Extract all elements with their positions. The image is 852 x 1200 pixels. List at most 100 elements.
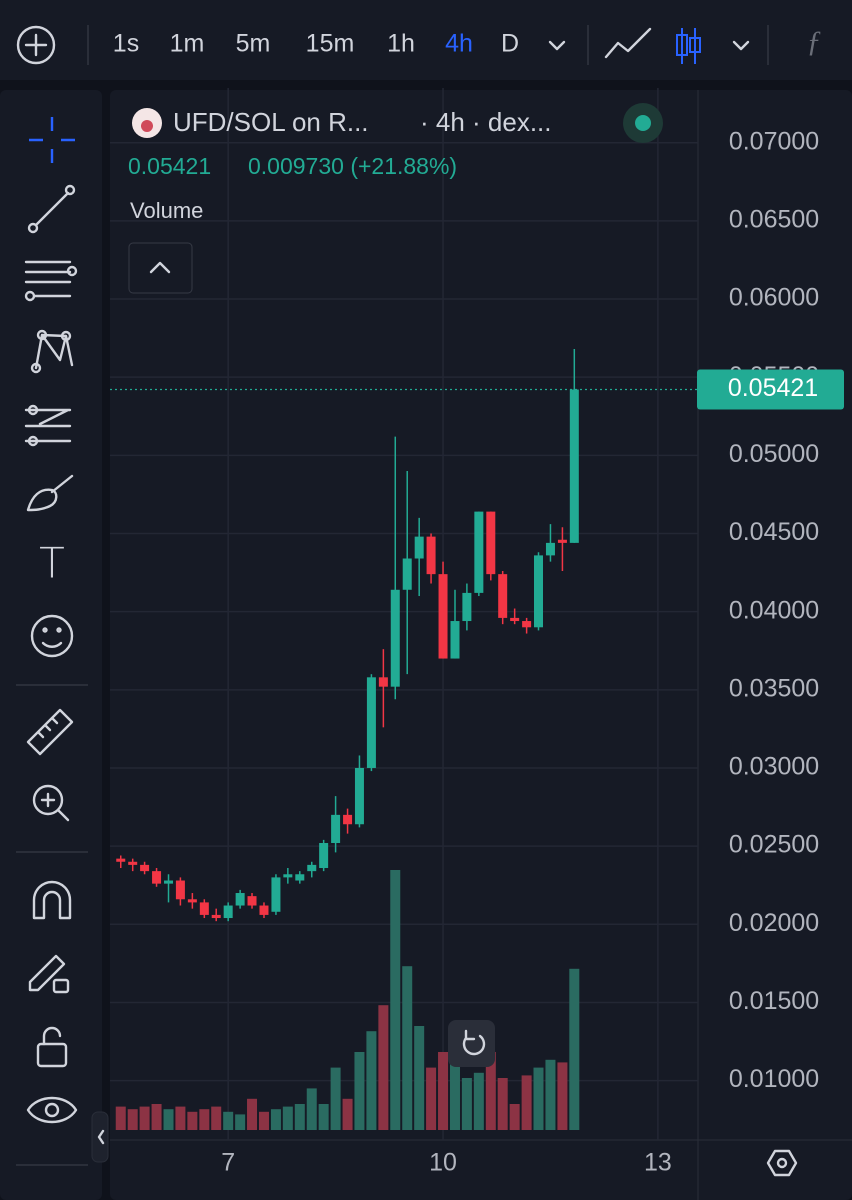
volume-bar bbox=[557, 1062, 568, 1130]
y-tick-label: 0.01000 bbox=[729, 1065, 819, 1093]
fib-tool[interactable] bbox=[24, 260, 78, 302]
status-dot bbox=[635, 115, 651, 131]
volume-bar bbox=[223, 1111, 234, 1130]
interval-button[interactable]: 1h bbox=[387, 30, 415, 58]
candle-body bbox=[271, 877, 281, 912]
emoji-tool[interactable] bbox=[30, 614, 74, 658]
volume-bar bbox=[438, 1052, 449, 1130]
y-tick-label: 0.06500 bbox=[729, 205, 819, 233]
interval-dropdown[interactable] bbox=[548, 40, 566, 51]
forecast-tool[interactable] bbox=[24, 404, 72, 447]
last-price-label: 0.05421 bbox=[728, 374, 818, 402]
volume-bar bbox=[330, 1067, 341, 1130]
y-tick-label: 0.01500 bbox=[729, 987, 819, 1015]
volume-legend: Volume bbox=[130, 198, 203, 223]
candle-body bbox=[354, 767, 364, 825]
volume-bar bbox=[461, 1078, 472, 1130]
collapse-arrow bbox=[97, 1129, 105, 1145]
y-tick-label: 0.04500 bbox=[729, 518, 819, 546]
candle-body bbox=[199, 902, 209, 915]
line-style-button[interactable] bbox=[604, 27, 652, 59]
candle-body bbox=[283, 874, 293, 878]
indicators-button[interactable]: ƒ bbox=[807, 25, 822, 58]
candle-body bbox=[450, 621, 460, 659]
interval-button[interactable]: 1s bbox=[113, 30, 139, 58]
text-tool[interactable]: T bbox=[39, 539, 65, 588]
candle-body bbox=[498, 574, 508, 618]
volume-bar bbox=[473, 1072, 484, 1130]
last-price-tag bbox=[697, 369, 844, 410]
interval-button[interactable]: 15m bbox=[306, 30, 355, 58]
reset-button[interactable] bbox=[448, 1020, 495, 1067]
zoom-tool[interactable] bbox=[32, 784, 70, 822]
trend-line-tool[interactable] bbox=[27, 184, 76, 234]
volume-bar bbox=[270, 1109, 281, 1130]
legend-price: 0.05421 bbox=[128, 153, 211, 179]
pattern-tool[interactable] bbox=[30, 329, 74, 374]
candle-body bbox=[402, 558, 412, 590]
interval-button[interactable]: 1m bbox=[170, 30, 205, 58]
visibility-tool[interactable] bbox=[26, 1096, 78, 1124]
interval-button[interactable]: 4h bbox=[445, 30, 473, 58]
volume-bar bbox=[318, 1104, 329, 1130]
volume-bars bbox=[115, 870, 580, 1130]
legend-collapse[interactable] bbox=[128, 242, 193, 294]
lock-drawing-tool[interactable] bbox=[28, 954, 70, 994]
candle-body bbox=[175, 880, 185, 900]
add-button[interactable] bbox=[16, 25, 56, 65]
volume-bar bbox=[485, 1052, 496, 1130]
y-tick-label: 0.07000 bbox=[729, 127, 819, 155]
volume-bar bbox=[306, 1088, 317, 1130]
interval-source: · 4h · dex... bbox=[420, 107, 552, 137]
symbol: UFD/SOL on R... bbox=[173, 107, 369, 137]
volume-bar bbox=[378, 1005, 389, 1130]
volume-bar bbox=[294, 1104, 305, 1130]
lock-tool[interactable] bbox=[36, 1026, 68, 1068]
brush-tool[interactable] bbox=[26, 474, 74, 512]
settings-button[interactable] bbox=[766, 1149, 798, 1177]
volume-bar bbox=[175, 1106, 186, 1130]
top-bar bbox=[0, 0, 852, 80]
candle-body bbox=[426, 536, 436, 575]
volume-bar bbox=[139, 1106, 150, 1130]
magnet-tool[interactable] bbox=[32, 880, 72, 920]
volume-bar bbox=[449, 1044, 460, 1130]
chart-panel bbox=[110, 90, 852, 1200]
candle-style-button[interactable] bbox=[676, 28, 701, 64]
candle-body bbox=[390, 589, 400, 687]
volume-bar bbox=[545, 1059, 556, 1130]
candle-body bbox=[295, 874, 305, 881]
crosshair-tool[interactable] bbox=[29, 117, 75, 163]
volume-bar bbox=[115, 1106, 126, 1130]
candle-body bbox=[486, 511, 496, 575]
volume-bar bbox=[390, 870, 401, 1130]
candle-body bbox=[366, 677, 376, 768]
candle-body bbox=[474, 511, 484, 593]
left-toolbar bbox=[0, 90, 102, 1200]
volume-bar bbox=[199, 1109, 210, 1130]
legend-change: 0.009730 (+21.88%) bbox=[248, 153, 457, 179]
volume-bar bbox=[247, 1098, 258, 1130]
interval-button[interactable]: 5m bbox=[236, 30, 271, 58]
volume-bar bbox=[211, 1106, 222, 1130]
candle-body bbox=[438, 574, 448, 659]
candle-body bbox=[522, 621, 532, 628]
interval-button[interactable]: D bbox=[501, 30, 519, 58]
candle-body bbox=[307, 864, 317, 872]
grid bbox=[110, 88, 698, 1140]
volume-bar bbox=[258, 1111, 269, 1130]
volume-bar bbox=[187, 1111, 198, 1130]
symbol-icon-detail bbox=[141, 120, 153, 132]
candle-body bbox=[343, 814, 353, 825]
volume-bar bbox=[235, 1114, 246, 1130]
style-dropdown[interactable] bbox=[732, 40, 750, 51]
candle-body bbox=[569, 389, 579, 543]
candle-body bbox=[545, 542, 555, 556]
candle-body bbox=[331, 814, 341, 844]
candle-body bbox=[378, 677, 388, 687]
y-tick-label: 0.06000 bbox=[729, 284, 819, 312]
candle-body bbox=[414, 536, 424, 559]
candle-body bbox=[247, 896, 257, 906]
x-tick-label: 10 bbox=[429, 1149, 457, 1177]
ruler-tool[interactable] bbox=[26, 708, 74, 756]
